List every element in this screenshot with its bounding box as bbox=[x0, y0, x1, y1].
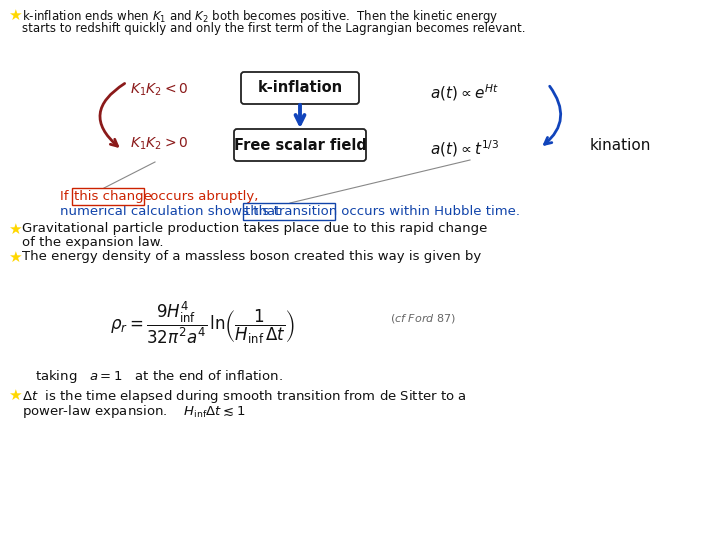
Text: $\Delta t$  is the time elapsed during smooth transition from de Sitter to a: $\Delta t$ is the time elapsed during sm… bbox=[22, 388, 467, 405]
Text: numerical calculation shows that: numerical calculation shows that bbox=[60, 205, 284, 218]
Text: ★: ★ bbox=[8, 8, 22, 23]
Text: ★: ★ bbox=[8, 222, 22, 237]
Text: power-law expansion.    $H_{\rm inf}\Delta t \lesssim 1$: power-law expansion. $H_{\rm inf}\Delta … bbox=[22, 403, 246, 420]
Text: kination: kination bbox=[590, 138, 652, 153]
Text: $K_1K_2 > 0$: $K_1K_2 > 0$ bbox=[130, 136, 188, 152]
Text: $\rho_r = \dfrac{9H_{\rm inf}^4}{32\pi^2 a^4}\,\ln\!\left(\dfrac{1}{H_{\rm inf}\: $\rho_r = \dfrac{9H_{\rm inf}^4}{32\pi^2… bbox=[110, 300, 294, 346]
Text: Gravitational particle production takes place due to this rapid change: Gravitational particle production takes … bbox=[22, 222, 487, 235]
Text: taking   $a = 1$   at the end of inflation.: taking $a = 1$ at the end of inflation. bbox=[35, 368, 283, 385]
Text: $a(t) \propto t^{1/3}$: $a(t) \propto t^{1/3}$ bbox=[430, 138, 500, 159]
Text: occurs within Hubble time.: occurs within Hubble time. bbox=[337, 205, 520, 218]
Text: ★: ★ bbox=[8, 250, 22, 265]
Text: occurs abruptly,: occurs abruptly, bbox=[146, 190, 258, 203]
Text: ★: ★ bbox=[8, 388, 22, 403]
Text: k-inflation ends when $K_1$ and $K_2$ both becomes positive.  Then the kinetic e: k-inflation ends when $K_1$ and $K_2$ bo… bbox=[22, 8, 498, 25]
FancyBboxPatch shape bbox=[241, 72, 359, 104]
Text: $a(t) \propto e^{Ht}$: $a(t) \propto e^{Ht}$ bbox=[430, 82, 499, 103]
Text: starts to redshift quickly and only the first term of the Lagrangian becomes rel: starts to redshift quickly and only the … bbox=[22, 22, 526, 35]
Text: The energy density of a massless boson created this way is given by: The energy density of a massless boson c… bbox=[22, 250, 481, 263]
Text: If: If bbox=[60, 190, 73, 203]
Text: Free scalar field: Free scalar field bbox=[233, 138, 366, 152]
FancyBboxPatch shape bbox=[234, 129, 366, 161]
Text: $K_1K_2 < 0$: $K_1K_2 < 0$ bbox=[130, 82, 188, 98]
Text: of the expansion law.: of the expansion law. bbox=[22, 236, 163, 249]
Text: $(cf$ $Ford$ $87)$: $(cf$ $Ford$ $87)$ bbox=[390, 312, 456, 325]
Text: this transition: this transition bbox=[245, 205, 337, 218]
Text: this change: this change bbox=[74, 190, 152, 203]
Text: k-inflation: k-inflation bbox=[258, 80, 343, 96]
